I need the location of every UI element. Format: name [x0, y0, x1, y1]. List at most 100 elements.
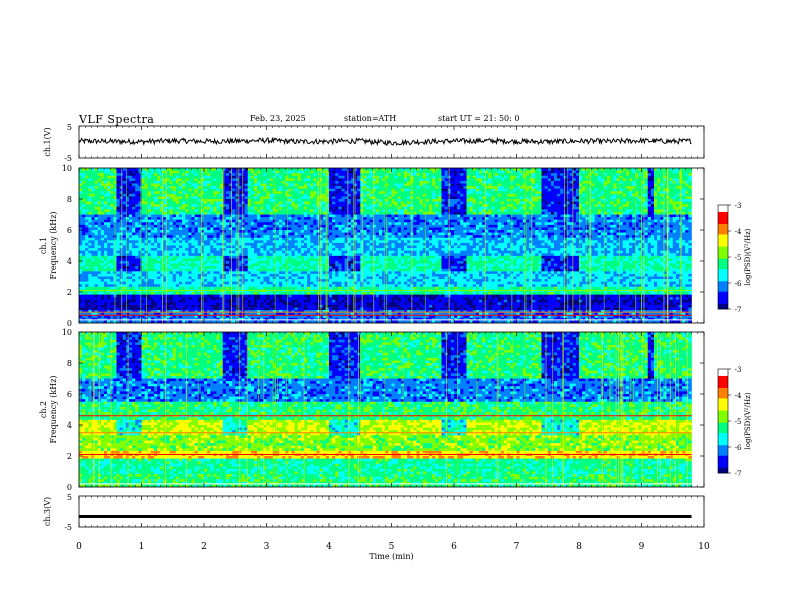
spectrogram-cell — [282, 302, 285, 305]
spectrogram-cell — [307, 181, 310, 184]
spectrogram-cell — [317, 222, 320, 225]
spectrogram-cell — [195, 186, 198, 189]
spectrogram-cell — [307, 196, 310, 199]
spectrogram-cell — [242, 243, 245, 246]
spectrogram-cell — [176, 209, 179, 212]
spectrogram-cell — [185, 233, 188, 236]
spectrogram-cell — [182, 207, 185, 210]
spectrogram-cell — [179, 225, 182, 228]
spectrogram-cell — [245, 240, 248, 243]
spectrogram-cell — [154, 246, 157, 249]
spectrogram-cell — [288, 220, 291, 223]
spectrogram-cell — [138, 282, 141, 285]
spectrogram-cell — [213, 225, 216, 228]
spectrogram-cell — [154, 264, 157, 267]
spectrogram-cell — [313, 269, 316, 272]
spectrogram-cell — [270, 261, 273, 264]
spectrogram-cell — [98, 189, 101, 192]
spectrogram-cell — [323, 220, 326, 223]
spectrogram-cell — [223, 246, 226, 249]
spectrogram-cell — [95, 225, 98, 228]
spectrogram-cell — [173, 297, 176, 300]
spectrogram-cell — [320, 184, 323, 187]
spectrogram-cell — [117, 207, 120, 210]
spectrogram-cell — [138, 295, 141, 298]
spectrogram-cell — [292, 238, 295, 241]
spectrogram-cell — [182, 266, 185, 269]
spectrogram-cell — [301, 181, 304, 184]
spectrogram-cell — [167, 227, 170, 230]
spectrogram-cell — [210, 305, 213, 308]
spectrogram-cell — [304, 308, 307, 311]
spectrogram-cell — [92, 233, 95, 236]
spectrogram-cell — [210, 300, 213, 303]
spectrogram-cell — [179, 305, 182, 308]
spectrogram-cell — [176, 253, 179, 256]
spectrogram-cell — [110, 300, 113, 303]
spectrogram-cell — [88, 181, 91, 184]
spectrogram-cell — [292, 168, 295, 171]
spectrogram-cell — [107, 287, 110, 290]
spectrogram-cell — [207, 305, 210, 308]
spectrogram-cell — [151, 217, 154, 220]
spectrogram-cell — [267, 199, 270, 202]
spectrogram-cell — [317, 292, 320, 295]
spectrogram-cell — [232, 302, 235, 305]
spectrogram-cell — [185, 220, 188, 223]
spectrogram-cell — [120, 230, 123, 233]
spectrogram-cell — [179, 256, 182, 259]
spectrogram-cell — [120, 287, 123, 290]
spectrogram-cell — [198, 282, 201, 285]
spectrogram-cell — [217, 189, 220, 192]
spectrogram-cell — [117, 184, 120, 187]
spectrogram-cell — [313, 171, 316, 174]
spectrogram-cell — [179, 269, 182, 272]
spectrogram-cell — [320, 287, 323, 290]
spectrogram-cell — [85, 215, 88, 218]
spectrogram-cell — [198, 284, 201, 287]
spectrogram-cell — [176, 295, 179, 298]
spectrogram-cell — [242, 189, 245, 192]
spectrogram-cell — [288, 235, 291, 238]
spectrogram-cell — [92, 243, 95, 246]
spectrogram-cell — [298, 212, 301, 215]
spectrogram-cell — [176, 279, 179, 282]
spectrogram-cell — [98, 300, 101, 303]
spectrogram-cell — [198, 168, 201, 171]
spectrogram-cell — [138, 264, 141, 267]
spectrogram-cell — [292, 246, 295, 249]
spectrogram-cell — [248, 196, 251, 199]
spectrogram-cell — [210, 251, 213, 254]
spectrogram-cell — [185, 302, 188, 305]
spectrogram-cell — [245, 189, 248, 192]
spectrogram-cell — [301, 227, 304, 230]
spectrogram-cell — [79, 191, 82, 194]
spectrogram-cell — [110, 194, 113, 197]
spectrogram-cell — [320, 194, 323, 197]
spectrogram-cell — [260, 246, 263, 249]
spectrogram-cell — [101, 253, 104, 256]
spectrogram-cell — [157, 284, 160, 287]
spectrogram-cell — [192, 264, 195, 267]
spectrogram-cell — [210, 220, 213, 223]
spectrogram-cell — [226, 256, 229, 259]
spectrogram-cell — [82, 181, 85, 184]
spectrogram-cell — [117, 238, 120, 241]
spectrogram-cell — [167, 238, 170, 241]
spectrogram-cell — [320, 271, 323, 274]
spectrogram-cell — [317, 287, 320, 290]
spectrogram-cell — [307, 274, 310, 277]
spectrogram-cell — [138, 196, 141, 199]
spectrogram-cell — [210, 215, 213, 218]
spectrogram-cell — [179, 204, 182, 207]
spectrogram-cell — [313, 184, 316, 187]
spectrogram-cell — [292, 248, 295, 251]
spectrogram-cell — [182, 194, 185, 197]
spectrogram-cell — [232, 266, 235, 269]
spectrogram-cell — [135, 243, 138, 246]
spectrogram-cell — [242, 279, 245, 282]
spectrogram-cell — [295, 199, 298, 202]
spectrogram-cell — [248, 271, 251, 274]
spectrogram-cell — [170, 199, 173, 202]
spectrogram-cell — [223, 264, 226, 267]
